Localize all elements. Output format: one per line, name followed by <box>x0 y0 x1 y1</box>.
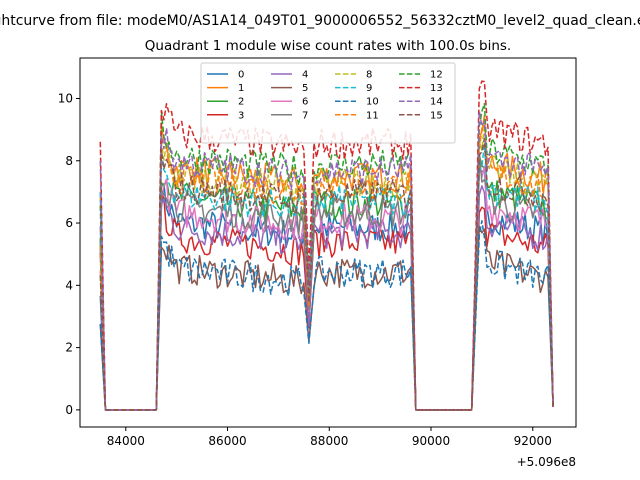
legend-label-3: 3 <box>238 110 244 121</box>
legend-label-7: 7 <box>302 110 308 121</box>
legend-label-15: 15 <box>430 110 443 121</box>
y-tick-label: 4 <box>65 278 73 292</box>
series-line-13 <box>99 80 554 411</box>
legend-label-6: 6 <box>302 97 308 108</box>
x-offset-label: +5.096e8 <box>517 455 576 469</box>
x-axis: 84000 86000 88000 90000 92000 <box>107 427 552 448</box>
series-line-10 <box>99 220 554 411</box>
legend-label-4: 4 <box>302 70 308 81</box>
y-tick-label: 0 <box>65 403 73 417</box>
y-tick-label: 2 <box>65 341 73 355</box>
plot-frame <box>79 57 577 428</box>
x-tick-label: 90000 <box>412 434 450 448</box>
series-line-15 <box>99 138 554 411</box>
legend-box <box>200 62 456 144</box>
x-tick-label: 86000 <box>208 434 246 448</box>
y-tick-label: 10 <box>58 91 73 105</box>
legend-label-14: 14 <box>430 97 443 108</box>
y-tick-label: 8 <box>65 154 73 168</box>
legend-label-0: 0 <box>238 70 244 81</box>
legend-label-9: 9 <box>366 83 372 94</box>
chart-title: Quadrant 1 module wise count rates with … <box>145 38 511 54</box>
series-line-3 <box>99 192 554 411</box>
legend-label-12: 12 <box>430 70 443 81</box>
legend-label-2: 2 <box>238 97 244 108</box>
y-axis: 0 2 4 6 8 10 <box>58 91 80 417</box>
series-layer <box>99 80 554 411</box>
legend-label-10: 10 <box>366 97 379 108</box>
chart-suptitle: Lightcurve from file: modeM0/AS1A14_049T… <box>0 13 640 29</box>
legend-label-5: 5 <box>302 83 308 94</box>
x-tick-label: 84000 <box>107 434 145 448</box>
legend-label-1: 1 <box>238 83 244 94</box>
legend-label-11: 11 <box>366 110 379 121</box>
legend-label-8: 8 <box>366 70 372 81</box>
series-line-4 <box>99 185 554 411</box>
series-line-8 <box>99 124 554 411</box>
series-line-11 <box>99 125 554 411</box>
series-line-6 <box>99 162 554 411</box>
series-line-9 <box>99 143 554 411</box>
legend-label-13: 13 <box>430 83 443 94</box>
y-tick-label: 6 <box>65 216 73 230</box>
series-line-14 <box>99 110 554 411</box>
series-line-12 <box>99 102 554 411</box>
series-line-5 <box>99 225 554 411</box>
x-tick-label: 88000 <box>310 434 348 448</box>
x-tick-label: 92000 <box>514 434 552 448</box>
